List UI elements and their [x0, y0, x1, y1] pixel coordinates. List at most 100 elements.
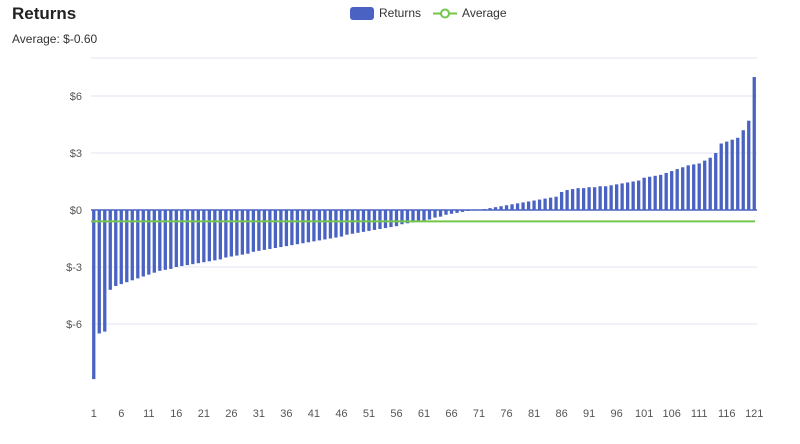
- bar-returns[interactable]: [147, 210, 151, 275]
- bar-returns[interactable]: [257, 210, 261, 251]
- bar-returns[interactable]: [692, 164, 696, 210]
- bar-returns[interactable]: [224, 210, 228, 258]
- bar-returns[interactable]: [163, 210, 167, 270]
- bar-returns[interactable]: [455, 210, 459, 213]
- bar-returns[interactable]: [626, 182, 630, 210]
- bar-returns[interactable]: [213, 210, 217, 261]
- bar-returns[interactable]: [488, 208, 492, 210]
- bar-returns[interactable]: [372, 210, 377, 230]
- bar-returns[interactable]: [174, 210, 178, 267]
- bar-returns[interactable]: [515, 203, 520, 210]
- bar-returns[interactable]: [460, 210, 465, 212]
- bar-returns[interactable]: [268, 210, 272, 249]
- bar-returns[interactable]: [169, 210, 173, 269]
- bar-returns[interactable]: [97, 210, 101, 334]
- bar-returns[interactable]: [136, 210, 140, 279]
- bar-returns[interactable]: [603, 186, 608, 210]
- bar-returns[interactable]: [614, 184, 619, 210]
- bar-returns[interactable]: [521, 202, 525, 210]
- chart-legend[interactable]: Returns Average: [350, 6, 519, 20]
- bar-returns[interactable]: [504, 205, 509, 210]
- legend-item-returns[interactable]: Returns: [350, 6, 421, 20]
- bar-returns[interactable]: [411, 210, 415, 223]
- bar-returns[interactable]: [697, 163, 701, 210]
- bar-returns[interactable]: [444, 210, 448, 215]
- bar-returns[interactable]: [152, 210, 156, 273]
- bar-returns[interactable]: [196, 210, 200, 264]
- bar-returns[interactable]: [670, 171, 674, 210]
- bar-returns[interactable]: [389, 210, 393, 228]
- bar-returns[interactable]: [317, 210, 322, 241]
- bar-returns[interactable]: [92, 210, 96, 380]
- bar-returns[interactable]: [659, 174, 663, 210]
- bar-returns[interactable]: [191, 210, 195, 265]
- bar-returns[interactable]: [653, 175, 657, 210]
- bar-returns[interactable]: [394, 210, 399, 227]
- bar-returns[interactable]: [301, 210, 305, 244]
- bar-returns[interactable]: [736, 137, 740, 210]
- bar-returns[interactable]: [565, 190, 569, 210]
- bar-returns[interactable]: [339, 210, 344, 237]
- bar-returns[interactable]: [246, 210, 250, 254]
- bar-returns[interactable]: [141, 210, 145, 277]
- bar-returns[interactable]: [130, 210, 134, 281]
- bar-returns[interactable]: [323, 210, 327, 240]
- bar-returns[interactable]: [284, 210, 289, 247]
- bar-returns[interactable]: [648, 176, 652, 210]
- bar-returns[interactable]: [334, 210, 338, 238]
- bar-returns[interactable]: [427, 210, 432, 220]
- bar-returns[interactable]: [747, 120, 751, 210]
- bar-returns[interactable]: [581, 188, 586, 210]
- bar-returns[interactable]: [686, 165, 690, 210]
- bar-returns[interactable]: [664, 172, 668, 210]
- bar-returns[interactable]: [273, 210, 278, 248]
- bar-returns[interactable]: [185, 210, 189, 266]
- bar-returns[interactable]: [708, 157, 712, 210]
- bar-returns[interactable]: [510, 204, 514, 210]
- bar-returns[interactable]: [229, 210, 234, 257]
- bar-returns[interactable]: [378, 210, 382, 229]
- bar-returns[interactable]: [548, 197, 553, 210]
- bar-returns[interactable]: [158, 210, 162, 271]
- bar-returns[interactable]: [592, 187, 597, 210]
- bar-returns[interactable]: [543, 198, 547, 210]
- bar-returns[interactable]: [730, 139, 734, 210]
- bar-returns[interactable]: [741, 130, 745, 210]
- bar-returns[interactable]: [433, 210, 437, 218]
- bar-returns[interactable]: [383, 210, 388, 229]
- bar-returns[interactable]: [119, 210, 123, 285]
- bar-returns[interactable]: [251, 210, 256, 252]
- bar-returns[interactable]: [438, 210, 443, 217]
- bar-returns[interactable]: [598, 186, 602, 210]
- bar-returns[interactable]: [703, 160, 707, 210]
- bar-returns[interactable]: [240, 210, 245, 255]
- bar-returns[interactable]: [642, 177, 646, 210]
- bar-returns[interactable]: [290, 210, 294, 246]
- bar-returns[interactable]: [637, 180, 641, 210]
- bar-returns[interactable]: [279, 210, 283, 248]
- bar-returns[interactable]: [207, 210, 211, 262]
- bar-returns[interactable]: [235, 210, 239, 256]
- bar-returns[interactable]: [405, 210, 410, 224]
- bar-returns[interactable]: [681, 167, 685, 210]
- bar-returns[interactable]: [108, 210, 112, 290]
- bar-returns[interactable]: [295, 210, 300, 245]
- bar-returns[interactable]: [180, 210, 184, 267]
- bar-returns[interactable]: [725, 141, 729, 210]
- bar-returns[interactable]: [262, 210, 267, 250]
- bar-returns[interactable]: [570, 189, 575, 210]
- bar-returns[interactable]: [499, 206, 503, 210]
- bar-returns[interactable]: [400, 210, 404, 225]
- bar-returns[interactable]: [576, 188, 580, 210]
- bar-returns[interactable]: [416, 210, 421, 222]
- bar-returns[interactable]: [312, 210, 316, 242]
- bar-returns[interactable]: [752, 77, 756, 210]
- bar-returns[interactable]: [609, 185, 613, 210]
- bar-returns[interactable]: [554, 196, 558, 210]
- bar-returns[interactable]: [631, 181, 635, 211]
- bar-returns[interactable]: [306, 210, 311, 243]
- bar-returns[interactable]: [422, 210, 426, 221]
- bar-returns[interactable]: [103, 210, 107, 332]
- bar-returns[interactable]: [493, 207, 498, 210]
- bar-returns[interactable]: [620, 183, 624, 210]
